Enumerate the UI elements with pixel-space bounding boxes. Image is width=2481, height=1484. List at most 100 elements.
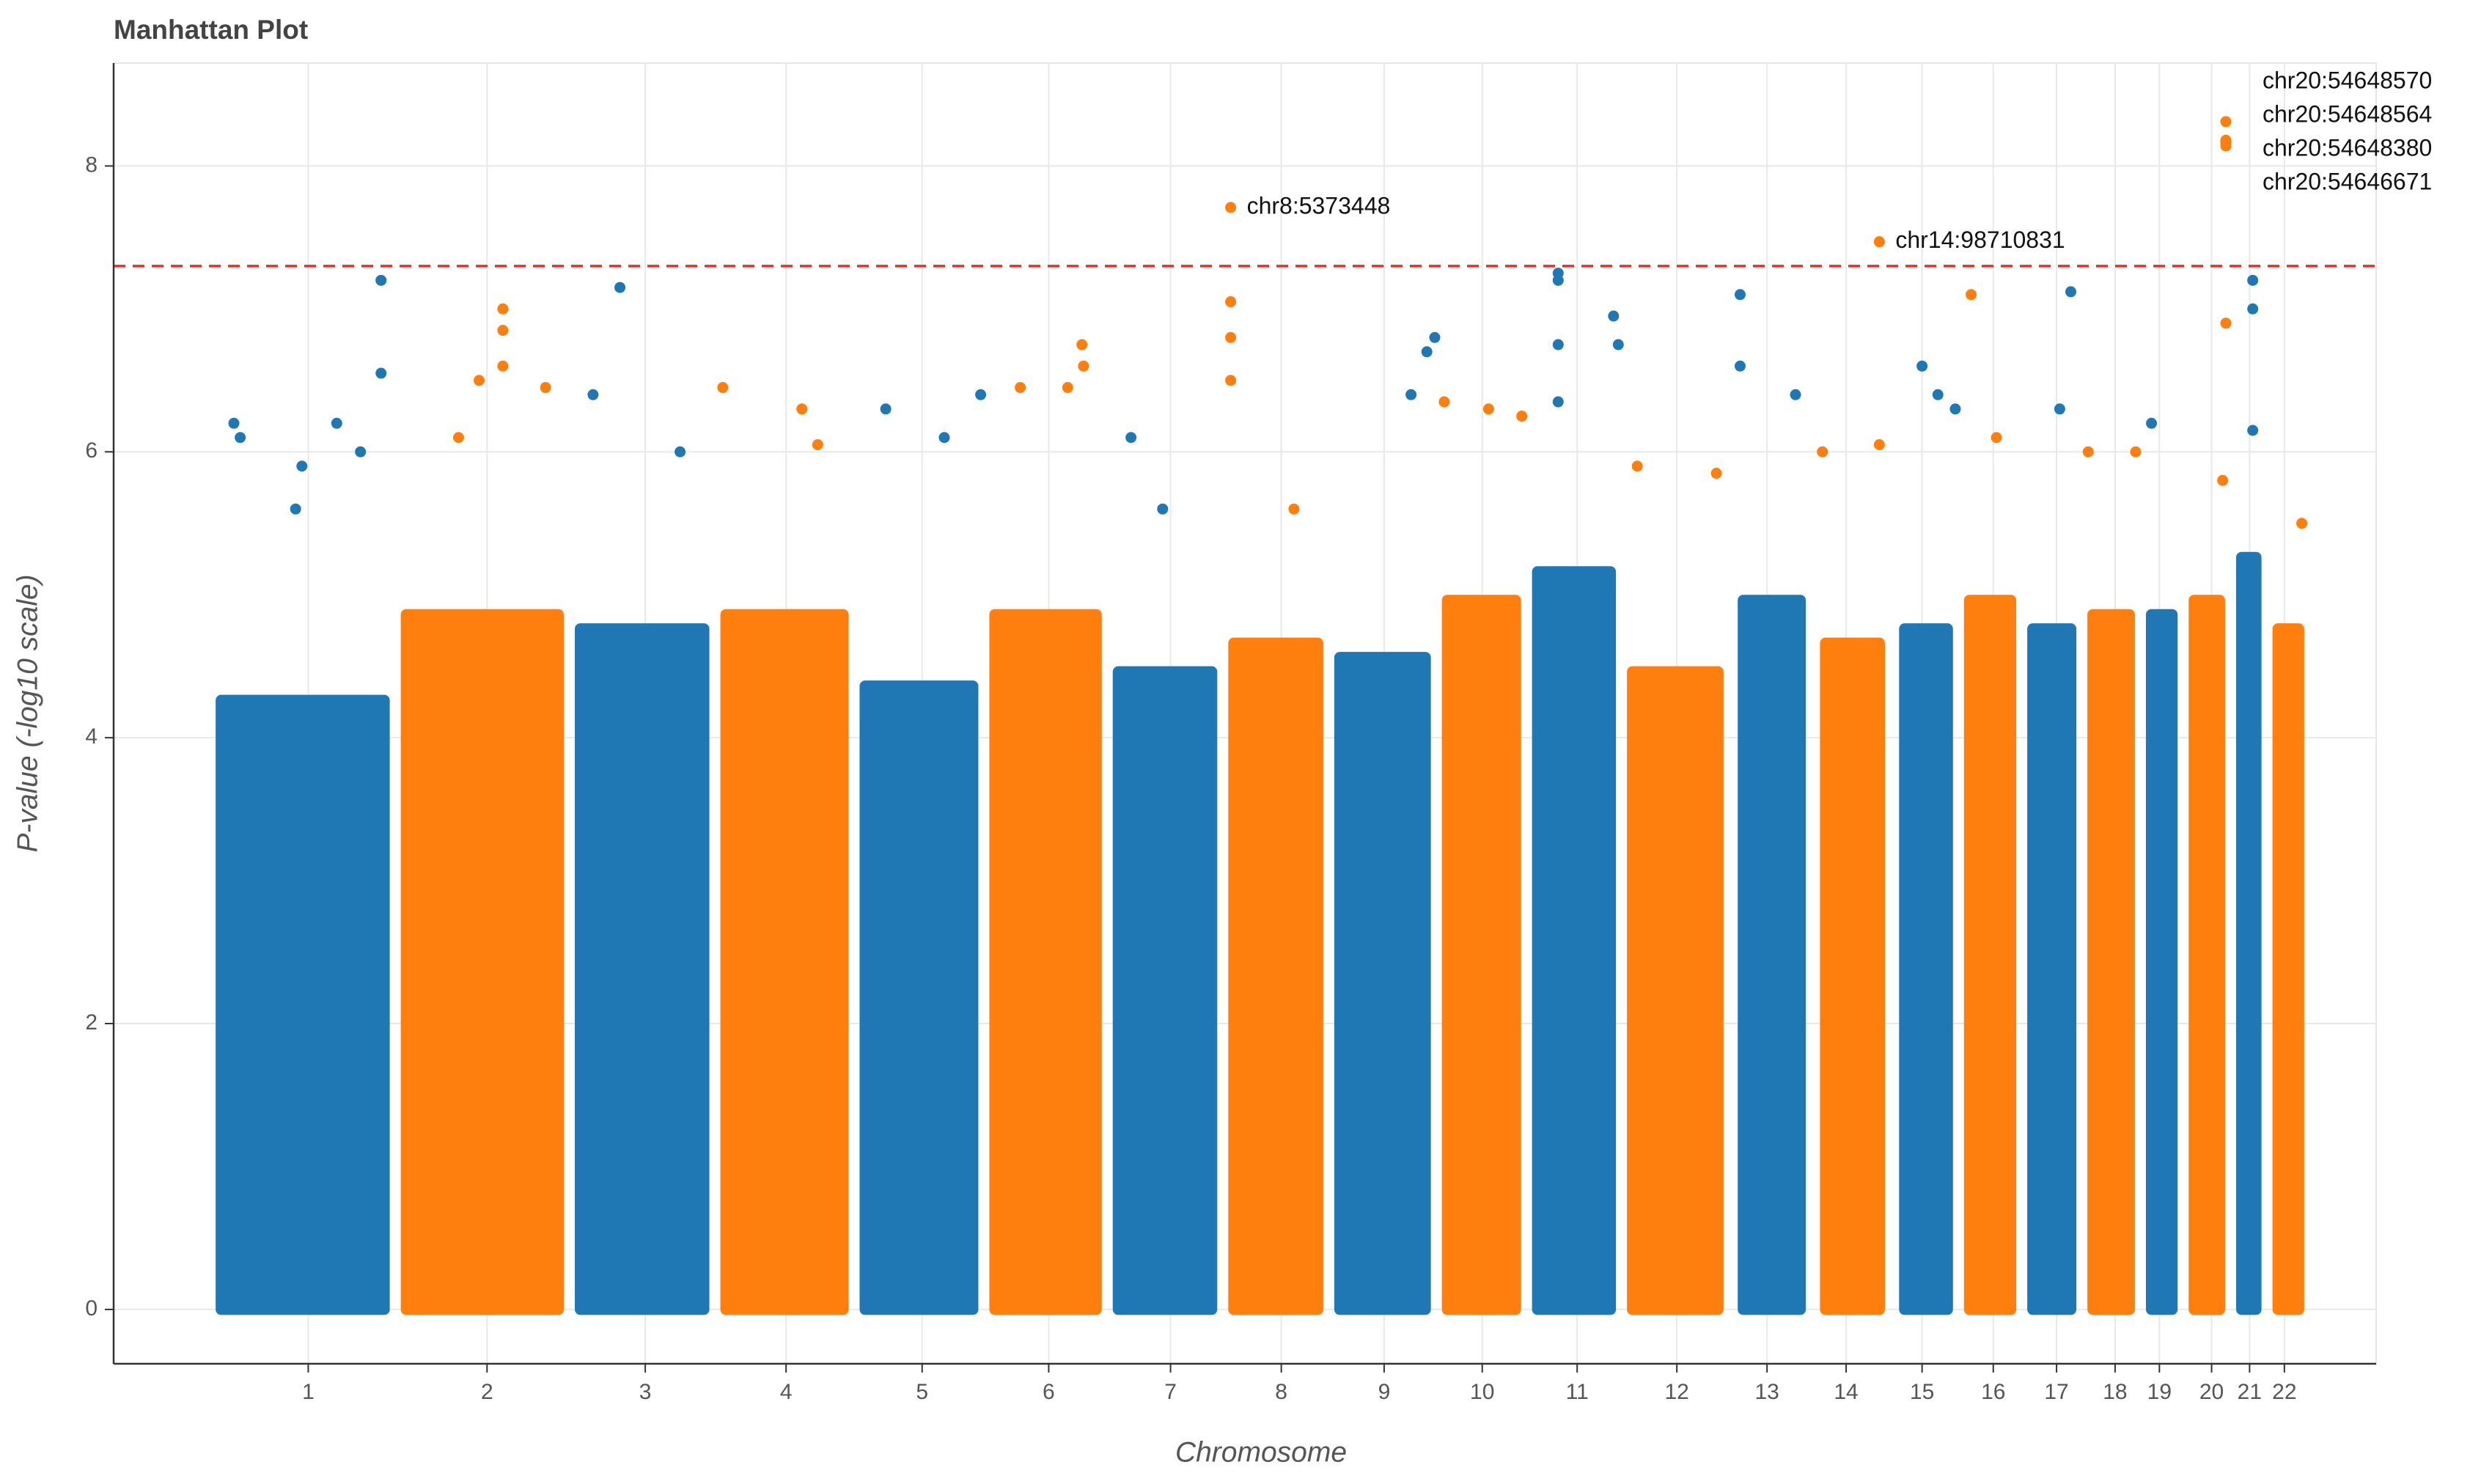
x-tick-label: 20 [2199,1380,2224,1404]
snp-point [290,503,301,515]
snp-point [1405,389,1417,400]
snp-point [235,432,246,444]
snp-point [812,439,823,451]
x-tick-label: 12 [1664,1380,1688,1404]
snp-point [1949,403,1961,415]
annotation-label: chr20:54646671 [2263,168,2432,194]
x-axis-label: Chromosome [1175,1436,1347,1468]
x-tick-label: 11 [1566,1380,1589,1404]
dense-band [1441,595,1521,1315]
dense-band [1112,666,1218,1315]
dense-band [1963,595,2017,1315]
snp-point [1612,339,1624,350]
y-tick-label: 0 [85,1296,98,1320]
x-tick-label: 9 [1378,1380,1391,1404]
snp-point [2065,286,2076,298]
snp-point [497,360,509,372]
snp-point [228,417,240,429]
snp-point [2217,474,2229,486]
dense-band [1228,637,1323,1315]
snp-point [1552,274,1564,286]
snp-point [1710,467,1722,479]
y-tick-label: 4 [85,724,98,749]
annotated-point [2220,140,2232,152]
snp-point [1552,339,1564,350]
x-tick-label: 2 [481,1380,493,1404]
dense-band [2087,609,2135,1315]
snp-point [675,446,686,458]
snp-point [975,389,987,400]
snp-point [1076,339,1088,350]
dense-band [2235,551,2262,1315]
dense-band [216,694,390,1315]
dense-band [720,609,849,1315]
snp-point [1421,346,1433,358]
x-tick-label: 15 [1910,1380,1934,1404]
snp-point [2082,446,2094,458]
snp-point [1916,360,1928,372]
snp-point [1932,389,1944,400]
snp-point [614,282,626,293]
snp-point [2247,303,2259,315]
annotation-label: chr20:54648380 [2263,134,2432,161]
dense-band [575,623,710,1315]
snp-point [1225,375,1237,386]
dense-band [400,609,565,1315]
snp-point [1734,360,1746,372]
annotated-point [2220,116,2232,128]
annotated-point [1873,236,1885,248]
dense-band [1532,566,1617,1315]
snp-point [938,432,950,444]
snp-point [2054,403,2065,415]
y-axis-label: P-value (-log10 scale) [12,574,43,852]
x-tick-label: 6 [1043,1380,1055,1404]
annotation-label: chr8:5373448 [1247,192,1391,218]
snp-point [452,432,464,444]
snp-point [1125,432,1137,444]
snp-point [1429,331,1441,343]
snp-point [2247,274,2259,286]
snp-point [1438,396,1450,408]
snp-point [1790,389,1801,400]
snp-point [1608,310,1620,322]
x-tick-label: 14 [1834,1380,1858,1404]
x-tick-label: 19 [2147,1380,2172,1404]
annotation-label: chr20:54648570 [2263,67,2432,93]
snp-point [1631,460,1643,472]
snp-point [1516,411,1528,422]
dense-band [859,680,979,1315]
chart-title: Manhattan Plot [114,15,308,45]
snp-point [2247,425,2259,436]
dense-band [1820,637,1885,1315]
snp-point [2220,317,2232,329]
dense-band [1334,652,1431,1315]
dense-band [2145,609,2178,1315]
snp-point [375,274,387,286]
dense-band [2272,623,2304,1315]
x-tick-label: 3 [639,1380,652,1404]
annotated-point [1225,202,1237,213]
snp-point [540,382,551,394]
snp-point [1552,396,1564,408]
snp-point [331,417,342,429]
y-tick-label: 2 [85,1010,98,1035]
dense-band [1738,595,1806,1315]
x-tick-label: 22 [2272,1380,2296,1404]
dense-band [2188,595,2225,1315]
x-tick-label: 21 [2238,1380,2262,1404]
snp-point [1817,446,1828,458]
x-tick-label: 7 [1164,1380,1177,1404]
snp-point [296,460,308,472]
snp-point [2296,518,2308,529]
snp-point [2146,417,2158,429]
snp-point [474,375,485,386]
y-tick-label: 8 [85,153,98,177]
snp-point [1734,289,1746,301]
x-tick-label: 10 [1470,1380,1494,1404]
annotation-label: chr14:98710831 [1895,227,2065,253]
dense-band [1627,666,1724,1315]
dense-band [1899,623,1953,1315]
x-tick-label: 17 [2044,1380,2068,1404]
snp-point [587,389,599,400]
